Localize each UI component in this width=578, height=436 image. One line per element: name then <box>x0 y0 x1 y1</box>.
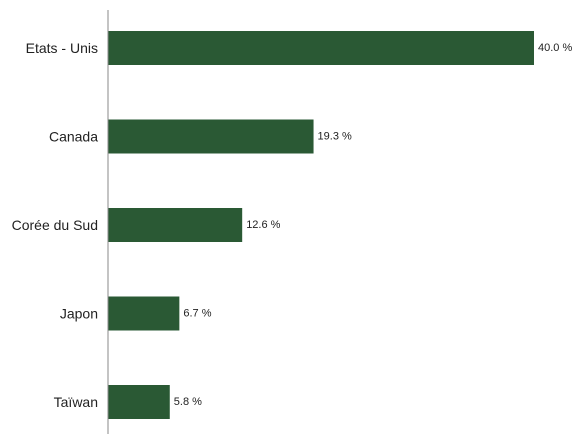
category-label-japon: Japon <box>60 306 98 322</box>
bar-taiwan <box>108 385 170 419</box>
data-label-canada: 19.3 % <box>318 131 352 143</box>
data-label-etats-unis: 40.0 % <box>538 42 572 54</box>
bar-etats-unis <box>108 31 534 65</box>
category-label-etats-unis: Etats - Unis <box>26 40 98 56</box>
data-label-coree-du-sud: 12.6 % <box>246 219 280 231</box>
data-label-taiwan: 5.8 % <box>174 396 202 408</box>
category-label-canada: Canada <box>49 129 98 145</box>
data-label-japon: 6.7 % <box>183 308 211 320</box>
bar-coree-du-sud <box>108 208 243 242</box>
bar-canada <box>108 119 314 154</box>
bar-japon <box>108 296 180 331</box>
category-label-coree-du-sud: Corée du Sud <box>12 217 98 233</box>
category-labels-group: Etats - Unis Canada Corée du Sud Japon Taïwa… <box>12 40 99 410</box>
category-label-taiwan: Taïwan <box>54 394 98 410</box>
data-labels-group: 40.0 % 19.3 % 12.6 % 6.7 % 5.8 % <box>174 42 573 408</box>
bars-group <box>108 31 534 419</box>
